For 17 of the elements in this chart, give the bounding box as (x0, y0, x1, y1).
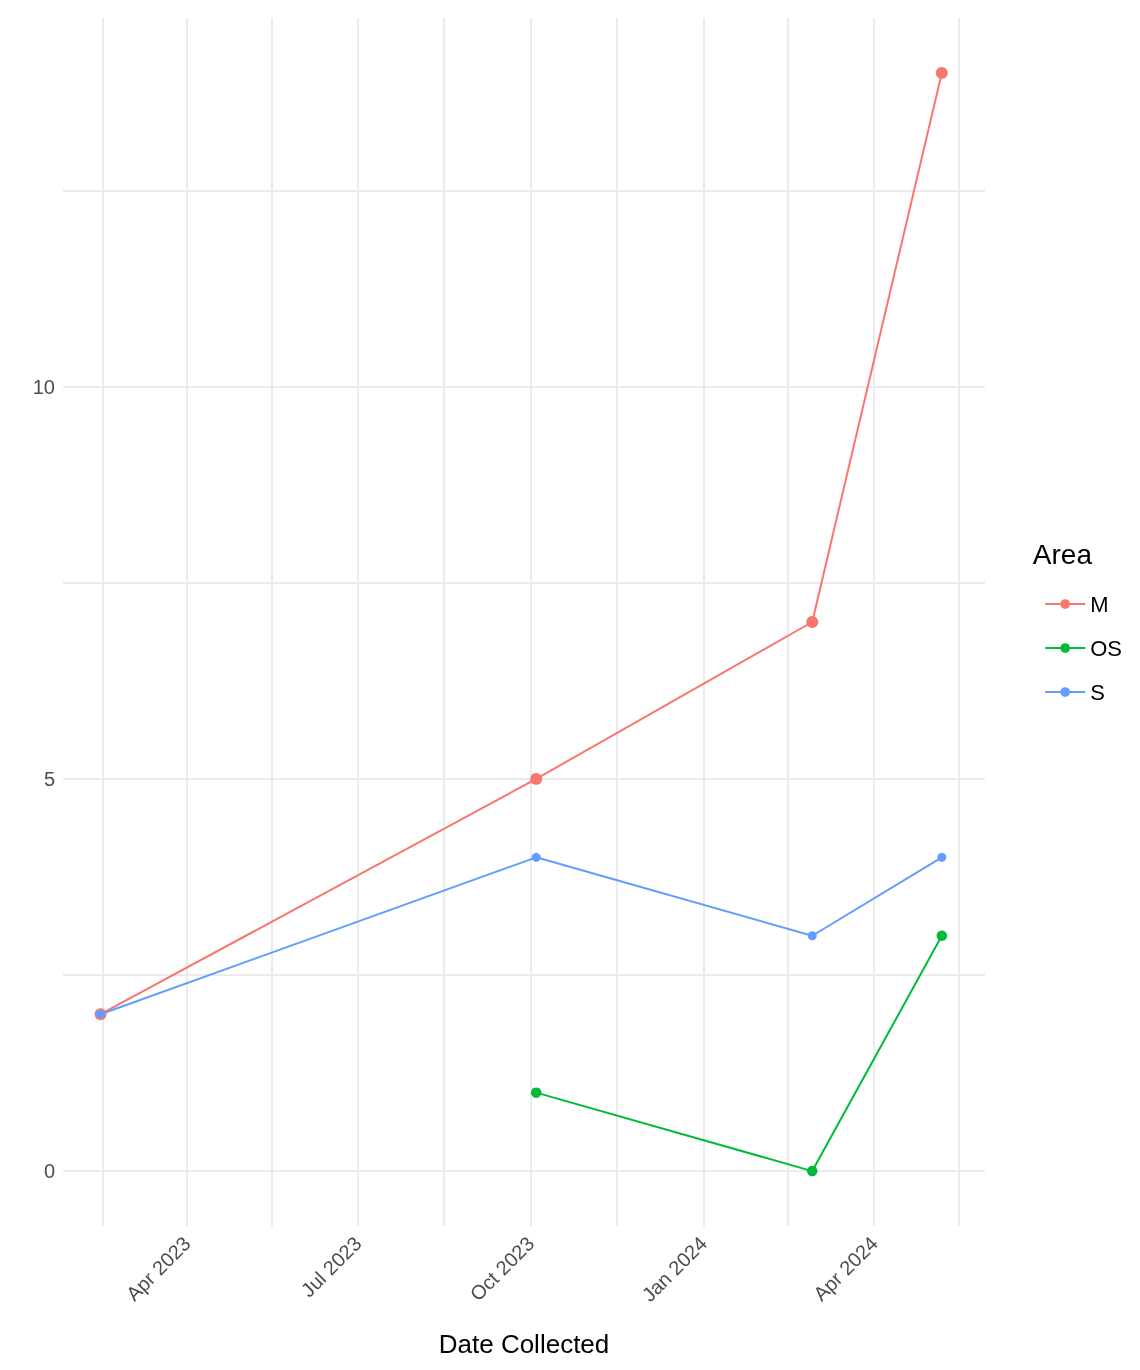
x-axis-title: Date Collected (438, 1329, 610, 1359)
point (936, 930, 948, 942)
point (937, 852, 947, 862)
y-tick-label: 10 (32, 375, 55, 398)
point (530, 1087, 542, 1098)
point (935, 66, 948, 79)
legend-title: Area (1032, 538, 1093, 570)
point (807, 931, 817, 941)
y-tick-label: 0 (43, 1160, 55, 1183)
legend-label: OS (1090, 635, 1123, 661)
point (530, 772, 543, 785)
point (807, 1165, 818, 1177)
legend-label: S (1090, 679, 1105, 705)
legend-label: M (1090, 591, 1109, 617)
point (806, 616, 819, 628)
y-tick-label: 5 (43, 767, 55, 790)
point (531, 852, 541, 862)
